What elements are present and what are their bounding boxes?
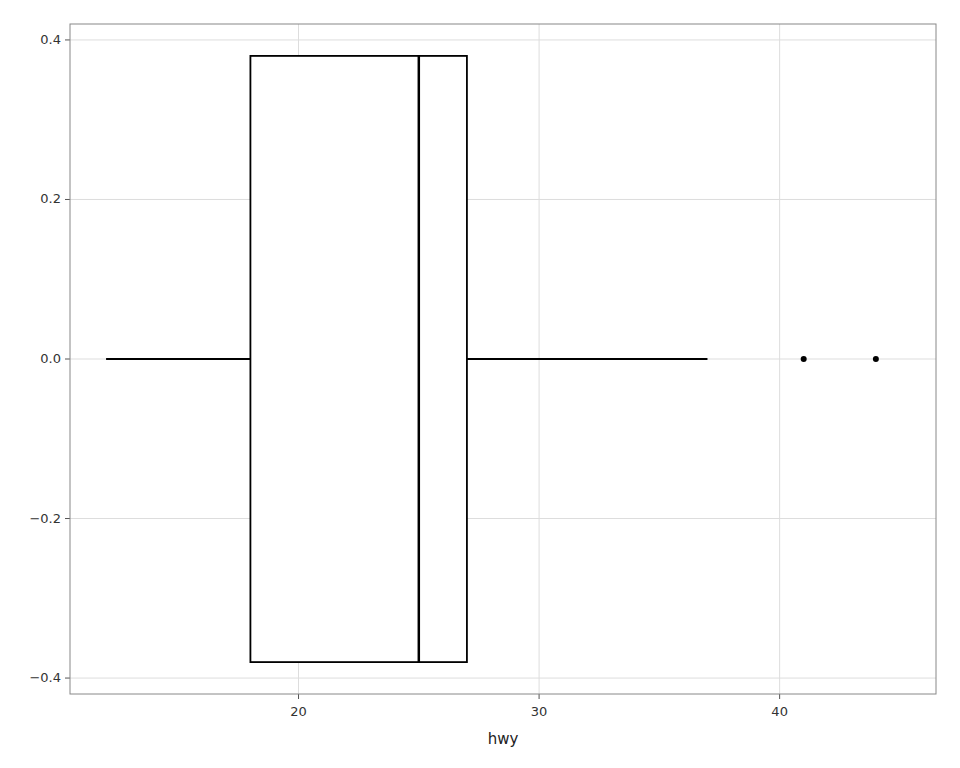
x-tick <box>779 694 780 699</box>
x-tick-label: 40 <box>771 704 788 719</box>
box <box>250 56 467 662</box>
plot-background <box>70 24 936 694</box>
y-tick-label: 0.0 <box>40 351 61 366</box>
outlier-point <box>801 356 807 362</box>
y-tick <box>65 518 70 519</box>
x-axis-label: hwy <box>488 730 519 748</box>
chart-container: 20 30 40 −0.4 −0.2 0.0 0.2 0.4 hwy <box>0 0 960 768</box>
upper-whisker <box>467 358 708 360</box>
median-line <box>418 56 421 662</box>
x-tick-label: 30 <box>531 704 548 719</box>
plot-frame <box>70 24 936 694</box>
marks <box>106 56 879 662</box>
x-tick <box>539 694 540 699</box>
y-tick-label: −0.4 <box>29 670 61 685</box>
lower-whisker <box>106 358 250 360</box>
x-tick-label: 20 <box>290 704 307 719</box>
y-tick-label: 0.2 <box>40 191 61 206</box>
y-tick <box>65 199 70 200</box>
y-tick-label: −0.2 <box>29 511 61 526</box>
chart-svg: 20 30 40 −0.4 −0.2 0.0 0.2 0.4 hwy <box>0 0 960 768</box>
y-tick <box>65 39 70 40</box>
y-tick <box>65 359 70 360</box>
y-tick <box>65 678 70 679</box>
y-tick-label: 0.4 <box>40 32 61 47</box>
axes: 20 30 40 −0.4 −0.2 0.0 0.2 0.4 <box>29 24 936 719</box>
y-grid-line <box>70 199 936 200</box>
y-grid-line <box>70 678 936 679</box>
y-grid-line <box>70 39 936 40</box>
y-grid-line <box>70 518 936 519</box>
grid <box>70 24 936 694</box>
x-tick <box>298 694 299 699</box>
outlier-point <box>873 356 879 362</box>
